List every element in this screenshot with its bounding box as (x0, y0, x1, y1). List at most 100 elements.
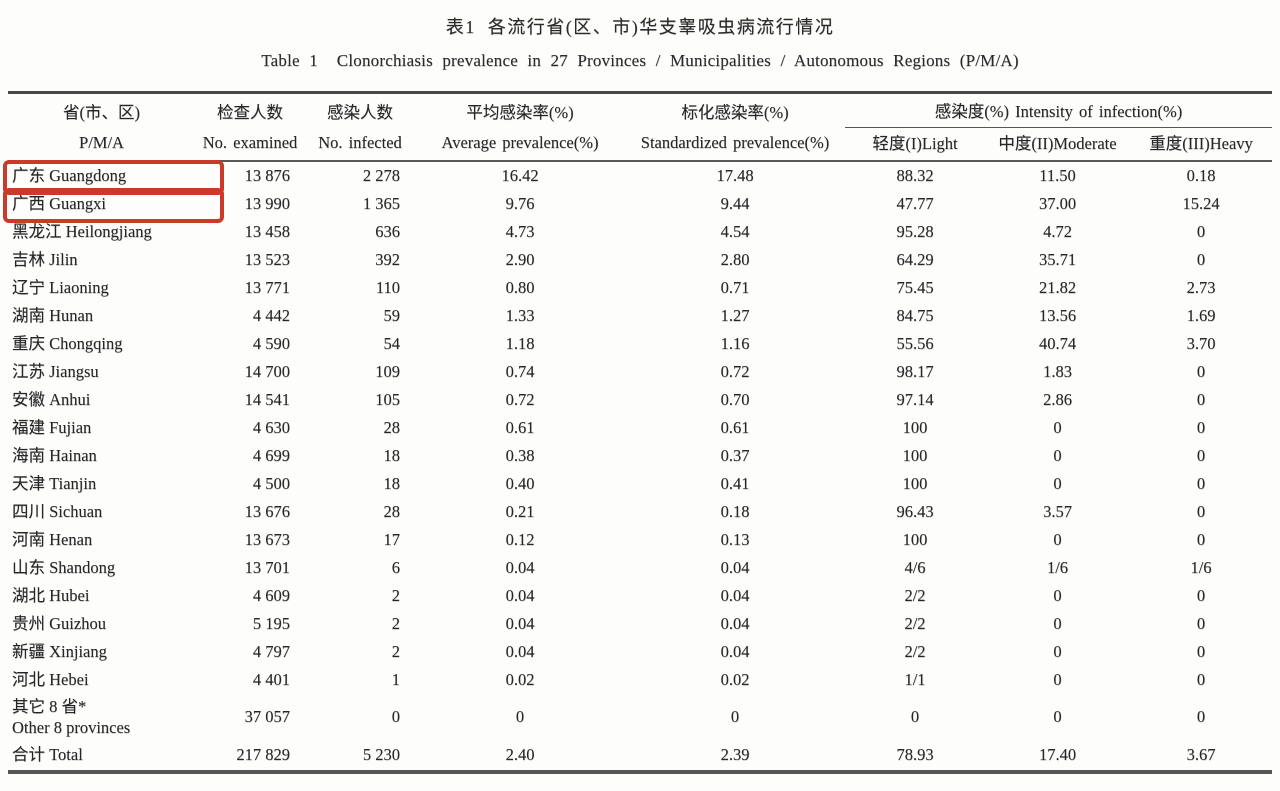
cell-province: 贵州 Guizhou (8, 610, 195, 638)
cell-std: 0.18 (720, 501, 750, 521)
province-name: 海南 Hainan (12, 445, 97, 465)
cell-province: 海南 Hainan (8, 442, 195, 470)
cell-moderate: 1.83 (1043, 361, 1072, 381)
cell-moderate: 2.86 (1043, 389, 1072, 409)
col-header-light: 轻度(I)Light (845, 127, 985, 162)
cell-std: 0.41 (720, 473, 750, 493)
cell-light: 2/2 (904, 585, 926, 605)
province-name: 合计 Total (12, 744, 83, 764)
table-row: 河南 Henan 13 673 17 0.12 0.13 100 0 0 (8, 526, 1272, 554)
cell-infected: 110 (375, 277, 400, 297)
cell-std: 0.37 (720, 445, 750, 465)
cell-moderate: 4.72 (1043, 221, 1072, 241)
cell-heavy: 0 (1196, 529, 1206, 549)
cell-examined: 14 541 (244, 389, 290, 409)
cell-province: 广东 Guangdong (3, 159, 224, 195)
province-name: 湖北 Hubei (12, 585, 90, 605)
cell-std: 1.27 (720, 305, 750, 325)
cell-province: 黑龙江 Heilongjiang (8, 218, 195, 246)
cell-light: 84.75 (896, 305, 934, 325)
cell-light: 2/2 (904, 613, 926, 633)
cell-infected: 18 (383, 445, 401, 465)
cell-province: 吉林 Jilin (8, 246, 195, 274)
cell-province: 福建 Fujian (8, 414, 195, 442)
province-name: 吉林 Jilin (12, 249, 78, 269)
cell-heavy: 0 (1196, 613, 1206, 633)
cell-std: 2.80 (720, 249, 750, 269)
cell-infected: 28 (383, 417, 401, 437)
cell-heavy: 0 (1196, 669, 1206, 689)
cell-examined: 13 676 (244, 501, 290, 521)
cell-avg: 1.18 (505, 333, 535, 353)
cell-avg: 0.74 (505, 361, 535, 381)
province-name: 天津 Tianjin (12, 473, 97, 493)
cell-light: 75.45 (896, 277, 934, 297)
cell-province: 广西 Guangxi (3, 187, 224, 223)
cell-examined: 4 797 (252, 641, 290, 661)
cell-examined: 4 609 (252, 585, 290, 605)
cell-heavy: 2.73 (1186, 277, 1216, 297)
cell-infected: 0 (391, 706, 400, 726)
table-row: 黑龙江 Heilongjiang 13 458 636 4.73 4.54 95.28 4.… (8, 218, 1272, 246)
table-row: 辽宁 Liaoning 13 771 110 0.80 0.71 75.45 21.82 2.… (8, 274, 1272, 302)
cell-light: 100 (902, 473, 928, 493)
province-name: 其它 8 省* (12, 696, 87, 716)
cell-heavy: 0 (1196, 221, 1206, 241)
table-row: 河北 Hebei 4 401 1 0.02 0.02 1/1 0 0 (8, 666, 1272, 694)
cell-std: 0.72 (720, 361, 750, 381)
cell-light: 100 (902, 445, 928, 465)
col-header-infected: 感染人数 No. infected (305, 92, 415, 162)
cell-infected: 2 (391, 585, 400, 605)
cell-heavy: 3.67 (1186, 744, 1216, 764)
cell-avg: 0.04 (505, 557, 535, 577)
cell-province: 四川 Sichuan (8, 498, 195, 526)
cell-heavy: 0.18 (1186, 165, 1216, 185)
cell-province: 湖南 Hunan (8, 302, 195, 330)
cell-examined: 4 699 (252, 445, 290, 465)
cell-moderate: 17.40 (1038, 744, 1077, 764)
col-header-province: 省(市、区) P/M/A (8, 92, 195, 162)
cell-avg: 0.80 (505, 277, 535, 297)
cell-light: 47.77 (896, 193, 934, 213)
cell-std: 17.48 (716, 165, 754, 185)
cell-infected: 6 (391, 557, 400, 577)
cell-avg: 0.72 (505, 389, 535, 409)
cell-moderate: 0 (1053, 641, 1062, 661)
cell-light: 4/6 (904, 557, 926, 577)
cell-infected: 2 (391, 613, 400, 633)
table-caption: 表1 各流行省(区、市)华支睾吸虫病流行情况 Table 1 Clonorchi… (0, 0, 1280, 71)
table-row: 其它 8 省* Other 8 provinces 37 057 0 0 0 0 0 0 (8, 694, 1272, 740)
cell-light: 0 (910, 706, 920, 726)
cell-std: 0.71 (720, 277, 750, 297)
table-row-total: 合计 Total 217 829 5 230 2.40 2.39 78.93 17.40 3.… (8, 740, 1272, 772)
cell-avg: 9.76 (505, 193, 535, 213)
cell-avg: 4.73 (505, 221, 535, 241)
cell-avg: 0.40 (505, 473, 535, 493)
cell-moderate: 0 (1053, 473, 1062, 493)
province-name: 辽宁 Liaoning (12, 277, 109, 297)
table-row: 贵州 Guizhou 5 195 2 0.04 0.04 2/2 0 0 (8, 610, 1272, 638)
cell-infected: 105 (375, 389, 400, 409)
table-row: 广西 Guangxi 13 990 1 365 9.76 9.44 47.77 37.00 1… (3, 187, 1272, 223)
cell-examined: 4 590 (252, 333, 290, 353)
cell-avg: 0.02 (505, 669, 535, 689)
cell-light: 100 (902, 417, 928, 437)
col-header-avg-prevalence-en: Average prevalence(%) (441, 132, 599, 152)
cell-avg: 0.04 (505, 585, 535, 605)
cell-avg: 0.12 (505, 529, 535, 549)
cell-avg: 0.61 (505, 417, 535, 437)
cell-examined: 13 673 (244, 529, 290, 549)
table-row: 山东 Shandong 13 701 6 0.04 0.04 4/6 1/6 1/6 (8, 554, 1272, 582)
col-group-intensity: 感染度(%) Intensity of infection(%) (845, 93, 1273, 128)
cell-heavy: 0 (1196, 473, 1206, 493)
cell-province: 山东 Shandong (8, 554, 195, 582)
cell-avg: 2.90 (505, 249, 535, 269)
col-header-std-prevalence-en: Standardized prevalence(%) (640, 132, 830, 152)
cell-avg: 0.04 (505, 641, 535, 661)
cell-examined: 14 700 (244, 361, 290, 381)
col-header-avg-prevalence: 平均感染率(%) Average prevalence(%) (415, 92, 625, 162)
cell-light: 64.29 (896, 249, 934, 269)
cell-light: 100 (902, 529, 928, 549)
cell-infected: 109 (375, 361, 400, 381)
